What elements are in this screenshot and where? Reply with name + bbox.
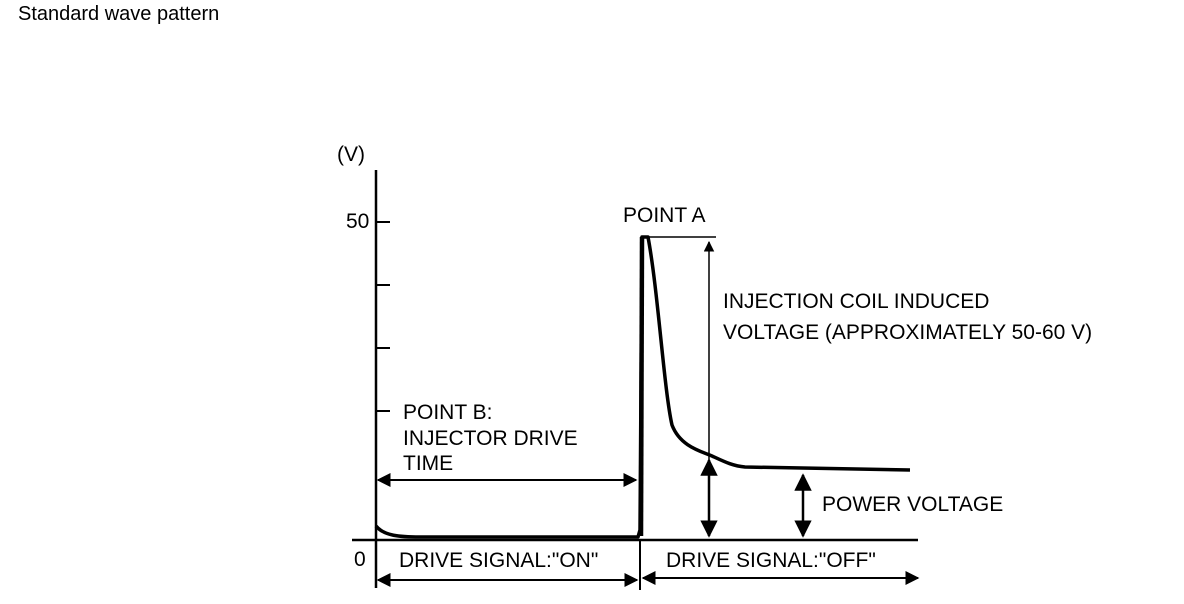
point-b-label-line1: POINT B: <box>403 401 492 424</box>
power-voltage-label: POWER VOLTAGE <box>822 493 1003 516</box>
page-title: Standard wave pattern <box>18 3 220 25</box>
point-b-label-line2: INJECTOR DRIVE <box>403 427 578 450</box>
drive-signal-off-label: DRIVE SIGNAL:"OFF" <box>666 549 876 572</box>
point-b-label-line3: TIME <box>403 452 453 475</box>
y-ticks <box>376 221 390 412</box>
coil-voltage-label-line2: VOLTAGE (APPROXIMATELY 50-60 V) <box>723 321 1092 344</box>
drive-signal-on-label: DRIVE SIGNAL:"ON" <box>399 549 598 572</box>
voltage-rise-edge <box>638 236 645 537</box>
point-a-label: POINT A <box>623 204 705 227</box>
y-tick-label-50: 50 <box>346 210 369 233</box>
voltage-waveform <box>374 235 911 539</box>
y-axis-unit-label: (V) <box>337 143 365 166</box>
coil-voltage-label-line1: INJECTION COIL INDUCED <box>723 290 989 313</box>
y-tick-label-0: 0 <box>354 548 366 571</box>
